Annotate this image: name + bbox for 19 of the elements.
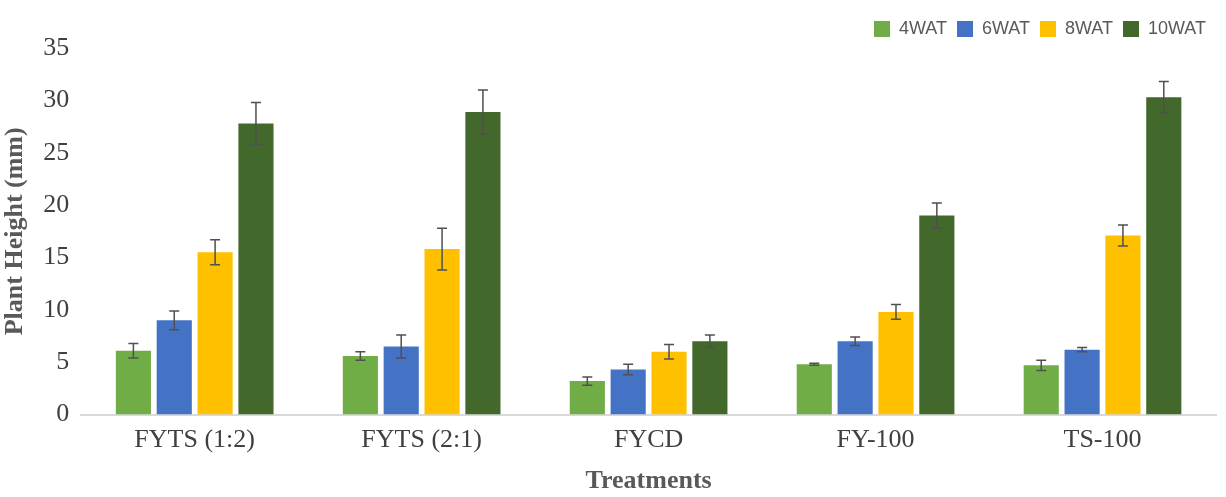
y-tick-label: 0 bbox=[56, 398, 70, 428]
y-tick-label: 10 bbox=[43, 293, 70, 323]
y-tick-label: 30 bbox=[43, 84, 70, 114]
y-tick-label: 25 bbox=[43, 136, 70, 166]
x-tick-label: FY-100 bbox=[836, 424, 915, 454]
y-tick-label: 20 bbox=[43, 188, 70, 218]
x-tick-label: TS-100 bbox=[1063, 424, 1142, 454]
legend-label: 10WAT bbox=[1147, 17, 1207, 38]
y-tick-label: 35 bbox=[43, 31, 70, 61]
y-axis-title: Plant Height (mm) bbox=[0, 127, 29, 336]
x-tick-label: FYCD bbox=[613, 424, 684, 454]
y-tick-label: 15 bbox=[43, 241, 70, 271]
x-axis-title: Treatments bbox=[585, 465, 712, 495]
y-tick-label: 5 bbox=[56, 346, 70, 376]
x-tick-label: FYTS (1:2) bbox=[134, 424, 255, 454]
legend-label: 4WAT bbox=[899, 17, 947, 38]
x-tick-label: FYTS (2:1) bbox=[361, 424, 482, 454]
legend-label: 8WAT bbox=[1065, 17, 1113, 38]
legend-label: 6WAT bbox=[982, 17, 1030, 38]
